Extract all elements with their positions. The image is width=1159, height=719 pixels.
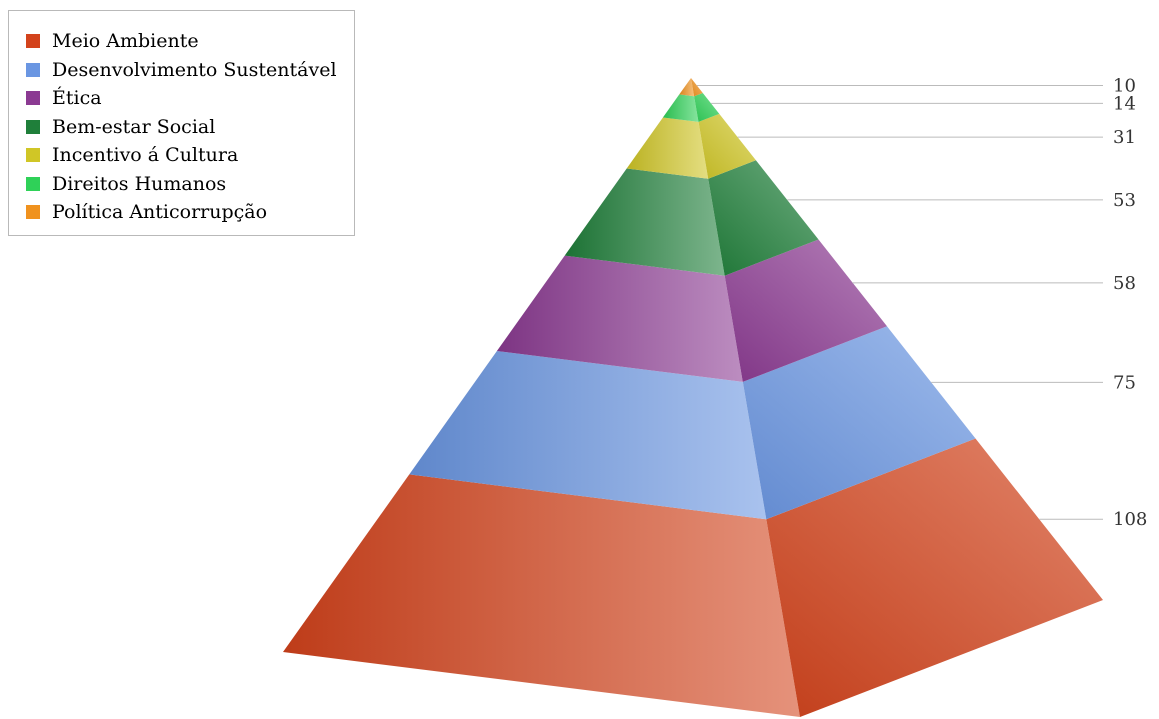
legend-item: Ética [26,84,354,113]
pyramid-layer-side-face [708,160,819,276]
legend-swatch [26,205,40,220]
pyramid-layer-front-face [679,78,695,97]
pyramid-layer-front-face [662,94,699,122]
pyramid-layer-5: 31 [626,113,1136,179]
legend-swatch [26,62,40,77]
legend-swatch [26,119,40,134]
legend-swatch [26,176,40,191]
pyramid-layer-front-face [564,168,725,276]
value-label: 58 [1113,273,1136,294]
pyramid-layer-3: 58 [496,239,1136,382]
legend-swatch [26,148,40,163]
pyramid-layer-7: 10 [679,76,1136,97]
value-label: 75 [1113,372,1136,393]
legend-label: Meio Ambiente [52,30,199,53]
pyramid-layer-side-face [694,93,720,122]
legend-label: Bem-estar Social [52,115,216,138]
pyramid-layer-side-face [698,113,756,179]
pyramid-layer-1: 108 [283,438,1147,717]
legend-swatch [26,91,40,106]
legend-label: Desenvolvimento Sustentável [52,58,337,81]
pyramid-layer-side-face [766,438,1103,717]
pyramid-layer-side-face [742,326,976,520]
legend-item: Meio Ambiente [26,27,354,56]
value-label: 10 [1113,76,1136,97]
pyramid-layer-side-face [724,239,887,382]
pyramid-layer-front-face [283,474,800,717]
legend-item: Política Anticorrupção [26,198,354,227]
pyramid-layer-side-face [691,78,703,97]
legend-label: Incentivo á Cultura [52,144,239,167]
legend-item: Direitos Humanos [26,170,354,199]
value-label: 14 [1113,93,1136,114]
legend-item: Incentivo á Cultura [26,141,354,170]
value-label: 53 [1113,190,1136,211]
legend-item: Desenvolvimento Sustentável [26,56,354,85]
legend-label: Política Anticorrupção [52,201,268,224]
pyramid-layer-4: 53 [564,160,1136,276]
legend-item: Bem-estar Social [26,113,354,142]
pyramid-layer-2: 75 [409,326,1136,520]
pyramid-layer-6: 14 [662,93,1136,122]
pyramid-layer-front-face [496,255,743,382]
legend-swatch [26,34,40,49]
legend-label: Ética [52,87,102,110]
pyramid-layer-front-face [409,351,767,520]
pyramid-layer-front-face [626,117,709,179]
legend-label: Direitos Humanos [52,172,227,195]
value-label: 31 [1113,127,1136,148]
legend: Meio Ambiente Desenvolvimento Sustentável… [8,10,355,236]
value-label: 108 [1113,509,1147,530]
